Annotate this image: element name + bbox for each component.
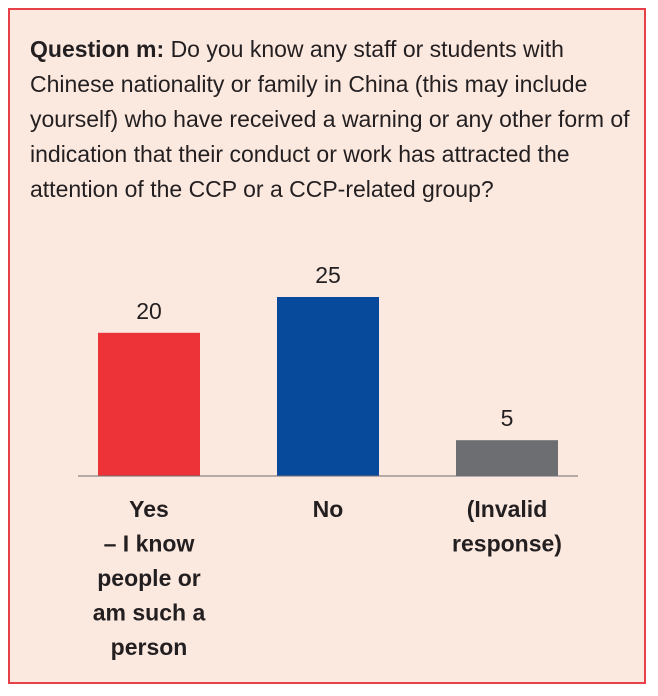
bar-3 xyxy=(456,440,558,476)
category-label-2-line-1: No xyxy=(313,496,344,522)
bar-2 xyxy=(277,297,379,476)
question-text: Question m: Do you know any staff or stu… xyxy=(30,32,630,207)
category-label-3: (Invalid response) xyxy=(452,496,562,557)
category-label-1-line-5: person xyxy=(111,634,188,660)
category-label-1-line-1: Yes xyxy=(129,496,169,522)
question-body: Do you know any staff or students with C… xyxy=(30,36,630,202)
bars-group: 20 Yes – I know people or am such a person 25 N… xyxy=(93,262,562,660)
category-label-3-line-2: response) xyxy=(452,531,562,557)
value-label-3: 5 xyxy=(501,405,514,431)
category-label-1-line-4: am such a xyxy=(93,600,206,626)
category-label-3-line-1: (Invalid xyxy=(467,496,548,522)
bar-1 xyxy=(98,332,200,476)
question-label: Question m: xyxy=(30,36,165,62)
value-label-1: 20 xyxy=(136,298,162,324)
category-label-1: Yes – I know people or am such a person xyxy=(93,496,206,660)
category-label-2: No xyxy=(313,496,344,522)
category-label-1-line-3: people or xyxy=(97,565,201,591)
category-label-1-line-2: – I know xyxy=(104,531,195,557)
value-label-2: 25 xyxy=(315,262,341,288)
